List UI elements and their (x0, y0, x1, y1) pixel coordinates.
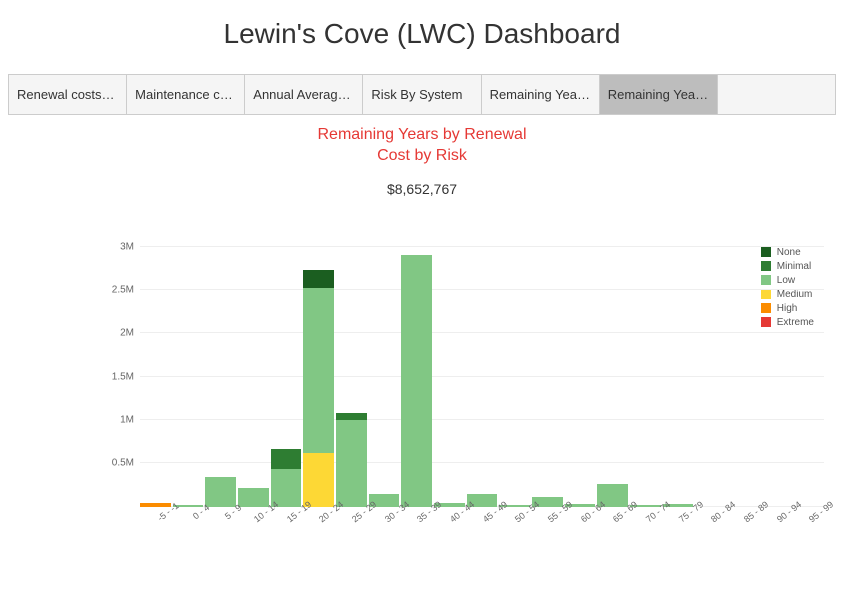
bar-segment-minimal (271, 449, 302, 469)
chart-area: NoneMinimalLowMediumHighExtreme 0.5M1M1.… (0, 247, 844, 529)
bar-15[interactable] (630, 247, 661, 507)
bar-14[interactable] (597, 247, 628, 507)
bar-segment-low (303, 288, 334, 453)
bar-0[interactable] (140, 247, 171, 507)
chart-total: $8,652,767 (0, 181, 844, 197)
y-tick: 1M (120, 414, 134, 425)
tab-4[interactable]: Remaining Years … (482, 75, 600, 114)
chart-title-line2: Cost by Risk (0, 146, 844, 167)
bars-container (140, 247, 824, 507)
tab-1[interactable]: Maintenance cost… (127, 75, 245, 114)
y-tick: 2M (120, 328, 134, 339)
y-tick: 0.5M (112, 458, 134, 469)
bar-segment-minimal (336, 413, 367, 420)
y-tick: 3M (120, 241, 134, 252)
y-tick: 1.5M (112, 371, 134, 382)
bar-segment-none (303, 270, 334, 288)
bar-12[interactable] (532, 247, 563, 507)
bar-16[interactable] (663, 247, 694, 507)
bar-17[interactable] (695, 247, 726, 507)
bar-6[interactable] (336, 247, 367, 507)
chart-title: Remaining Years by Renewal Cost by Risk (0, 125, 844, 167)
tab-spacer (718, 75, 835, 114)
plot-area (140, 247, 824, 507)
bar-2[interactable] (205, 247, 236, 507)
bar-19[interactable] (761, 247, 792, 507)
page-title: Lewin's Cove (LWC) Dashboard (0, 0, 844, 74)
tab-3[interactable]: Risk By System (363, 75, 481, 114)
bar-9[interactable] (434, 247, 465, 507)
bar-13[interactable] (565, 247, 596, 507)
bar-3[interactable] (238, 247, 269, 507)
bar-4[interactable] (271, 247, 302, 507)
bar-segment-low (336, 420, 367, 507)
bar-1[interactable] (173, 247, 204, 507)
tab-bar: Renewal costs of …Maintenance cost…Annua… (8, 74, 836, 115)
bar-segment-low (401, 255, 432, 506)
chart-title-line1: Remaining Years by Renewal (0, 125, 844, 146)
bar-18[interactable] (728, 247, 759, 507)
x-axis: -5 - -10 - 45 - 910 - 1415 - 1920 - 2425… (140, 511, 824, 529)
tab-2[interactable]: Annual Average In… (245, 75, 363, 114)
bar-5[interactable] (303, 247, 334, 507)
bar-11[interactable] (499, 247, 530, 507)
tab-0[interactable]: Renewal costs of … (9, 75, 127, 114)
y-tick: 2.5M (112, 284, 134, 295)
bar-7[interactable] (369, 247, 400, 507)
bar-8[interactable] (401, 247, 432, 507)
tab-5[interactable]: Remaining Years … (600, 75, 718, 114)
bar-20[interactable] (793, 247, 824, 507)
y-axis: 0.5M1M1.5M2M2.5M3M (20, 247, 140, 507)
bar-10[interactable] (467, 247, 498, 507)
